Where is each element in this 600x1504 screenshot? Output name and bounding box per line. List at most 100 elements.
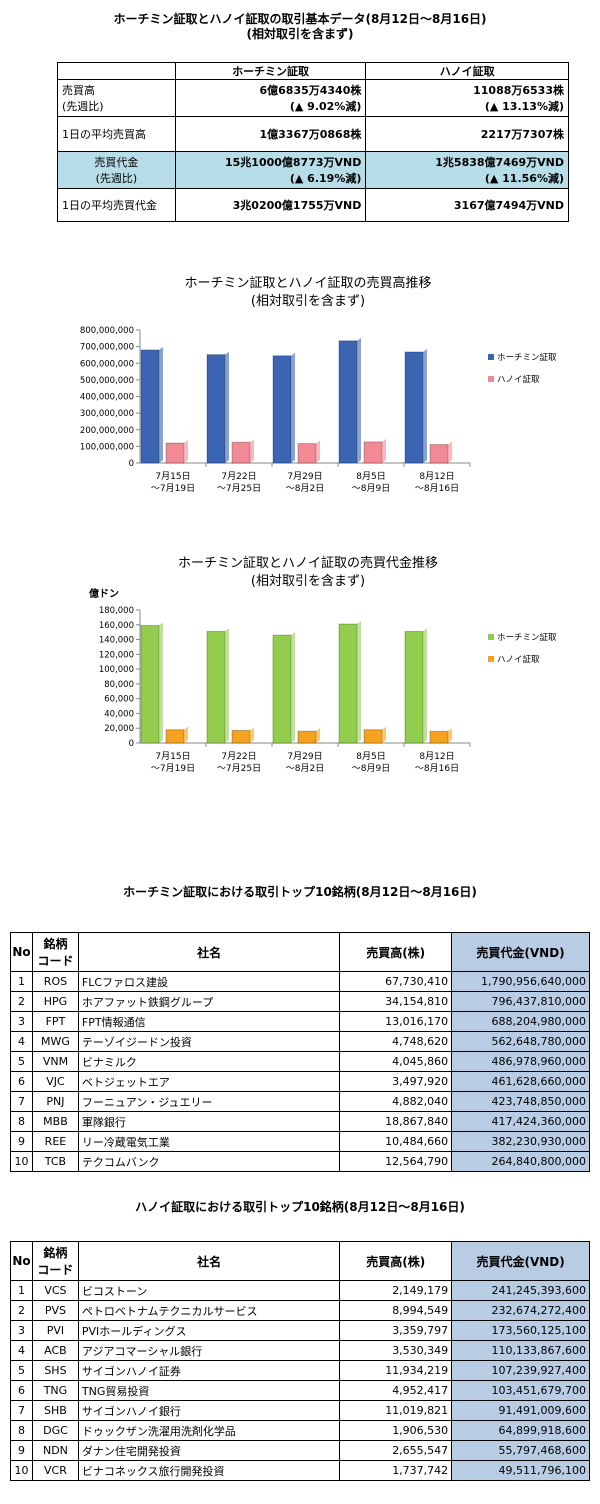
row-code: SHB [31,1400,79,1421]
row-value-label: 売買代金 (先週比) [57,151,176,189]
row-no: 9 [10,1440,33,1461]
row-no: 7 [10,1400,33,1421]
legend-item: ホーチミン証取 [497,632,557,643]
row-code: MWG [31,1031,79,1052]
row-volume: 18,867,840 [339,1111,453,1132]
x-tick-label: 〜8月2日 [286,483,324,494]
row-no: 1 [10,971,33,992]
row-avg-volume-label: 1日の平均売買高 [57,116,176,152]
bar-side [316,728,320,743]
bar-hcm [140,625,160,744]
row-value: 241,245,393,600 [451,1280,590,1301]
bar-side [159,622,163,743]
row-company: FPT情報通信 [77,1011,341,1032]
y-tick-label: 400,000,000 [80,393,134,403]
legend-swatch [488,354,494,360]
y-tick-label: 80,000 [104,680,134,690]
header-name: 社名 [77,932,341,972]
value-trend-chart: ホーチミン証取とハノイ証取の売買代金推移 (相対取引を含まず) 億ドン 0 20,000… [89,555,557,774]
row-volume: 1,737,742 [339,1460,453,1481]
row-no: 10 [10,1151,33,1172]
header-volume: 売買高(株) [339,932,453,972]
row-value: 110,133,867,600 [451,1340,590,1361]
y-tick-label: 800,000,000 [80,326,134,336]
table-row: 6 TNG TNG貿易投資 4,952,417 103,451,679,700 [10,1380,590,1401]
y-tick-label: 600,000,000 [80,359,134,369]
row-volume: 2,655,547 [339,1440,453,1461]
table-row: 9 NDN ダナン住宅開発投資 2,655,547 55,797,468,600 [10,1440,590,1461]
bar-hn [363,729,383,744]
row-code: ROS [31,971,79,992]
row-code: FPT [31,1011,79,1032]
table-row: 8 DGC ドゥックザン洗濯用洗剤化学品 1,906,530 64,899,918,60… [10,1420,590,1441]
bar-side [357,337,361,463]
row-volume: 11,019,821 [339,1400,453,1421]
header-value: 売買代金(VND) [451,1241,590,1281]
row-code: VCS [31,1280,79,1301]
row-volume: 4,882,040 [339,1091,453,1112]
row-no: 10 [10,1460,33,1481]
row-volume: 4,748,620 [339,1031,453,1052]
bar-side [184,726,188,743]
row-value: 486,978,960,000 [451,1051,590,1072]
legend-item: ハノイ証取 [497,374,540,385]
legend-item: ホーチミン証取 [497,352,557,363]
x-tick-label: 〜8月9日 [352,763,390,774]
row-value: 382,230,930,000 [451,1131,590,1152]
legend-swatch [488,634,494,640]
bar-side [423,628,427,743]
summary-table: ホーチミン証取 ハノイ証取 売買高 (先週比) 6億6835万4340株 (▲ … [57,62,569,222]
table-row: 7 PNJ フーニュアン・ジュエリー 4,882,040 423,748,850,000 [10,1091,590,1112]
row-company: ベトジェットエア [77,1071,341,1092]
hcm-value: 15兆1000億8773万VND (▲ 6.19%減) [174,151,367,189]
row-volume: 10,484,660 [339,1131,453,1152]
row-code: PVS [31,1300,79,1321]
row-volume: 3,359,797 [339,1320,453,1341]
summary-title: ホーチミン証取とハノイ証取の取引基本データ(8月12日〜8月16日) [113,12,487,26]
row-no: 3 [10,1320,33,1341]
x-tick-label: 〜8月2日 [286,763,324,774]
bar-hcm [206,630,226,744]
row-code: TNG [31,1380,79,1401]
table-row: 5 VNM ビナミルク 4,045,860 486,978,960,000 [10,1051,590,1072]
bar-hcm [206,354,226,464]
bar-side [291,632,295,743]
bar-hcm [404,630,424,744]
table-row: 1 ROS FLCファロス建設 67,730,410 1,790,956,640,000 [10,971,590,992]
row-value: 417,424,360,000 [451,1111,590,1132]
bar-side [382,726,386,743]
row-no: 5 [10,1051,33,1072]
row-company: サイゴンハノイ銀行 [77,1400,341,1421]
bar-side [382,438,386,463]
hn-top-title: ハノイ証取における取引トップ10銘柄(8月12日〜8月16日) [135,1200,465,1214]
bar-side [423,348,427,463]
y-tick-label: 0 [129,459,134,469]
y-tick-label: 120,000 [99,650,134,660]
row-company: ダナン住宅開発投資 [77,1440,341,1461]
row-code: NDN [31,1440,79,1461]
y-tick-label: 0 [129,739,134,749]
row-no: 1 [10,1280,33,1301]
row-no: 8 [10,1111,33,1132]
x-tick-label: 8月12日 [419,471,454,482]
row-company: アジアコマーシャル銀行 [77,1340,341,1361]
hn-top-table: No 銘柄 コード 社名 売買高(株) 売買代金(VND) 1 VCS ビコストーン 2… [10,1241,590,1481]
table-row: 5 SHS サイゴンハノイ証券 11,934,219 107,239,927,400 [10,1360,590,1381]
bar-hcm [140,349,160,464]
row-no: 4 [10,1340,33,1361]
hcm-avg-value: 3兆0200億1755万VND [174,188,367,222]
row-value: 461,628,660,000 [451,1071,590,1092]
table-row: 3 FPT FPT情報通信 13,016,170 688,204,980,000 [10,1011,590,1032]
bar-side [448,728,452,743]
volume-trend-chart: ホーチミン証取とハノイ証取の売買高推移 (相対取引を含まず) 0 100,000,00… [80,275,557,494]
bar-hcm [272,355,292,464]
bar-hn [165,442,185,464]
hn-avg-volume: 2217万7307株 [365,116,569,152]
bar-hn [429,444,449,464]
bar-hn [363,441,383,464]
legend-swatch [488,656,494,662]
row-code: ACB [31,1340,79,1361]
header-volume: 売買高(株) [339,1241,453,1281]
row-value: 55,797,468,600 [451,1440,590,1461]
x-tick-label: 8月12日 [419,751,454,762]
